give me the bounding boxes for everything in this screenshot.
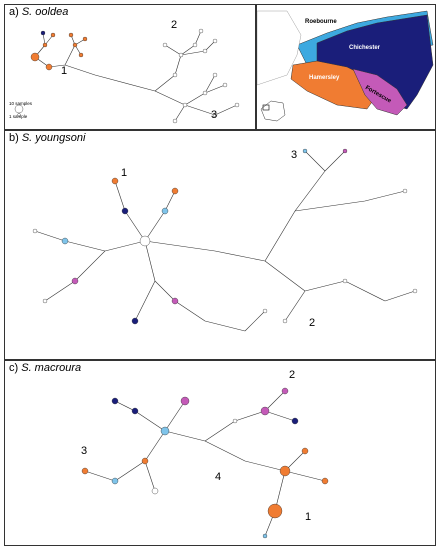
pilbara-map: [257, 10, 434, 122]
cluster-label: 1: [305, 511, 312, 523]
panel-c-network: c) S. macroura 1 2 3 4: [4, 360, 436, 546]
cluster-label: 2: [171, 19, 178, 31]
legend-large: 10 samples: [9, 101, 33, 106]
cluster-label: 2: [309, 317, 316, 329]
panel-b-network: b) S. youngsoni 1 2 3: [4, 130, 436, 360]
network-youngsoni: [32, 148, 418, 332]
cluster-label: 2: [289, 369, 296, 381]
panel-a-network: a) S. ooldea: [4, 4, 256, 130]
legend-small: 1 sample: [9, 114, 28, 119]
cluster-label: 1: [121, 167, 128, 179]
map-panel: Roebourne Chichester Hamersley Fortescue: [256, 4, 436, 130]
size-legend: 10 samples 1 sample: [9, 101, 32, 119]
australia-inset: [260, 100, 286, 122]
region-hamersley-label: Hamersley: [309, 75, 340, 81]
cluster-label: 3: [291, 149, 298, 161]
network-macroura: [81, 387, 329, 539]
panel-a-title: a) S. ooldea: [9, 6, 69, 18]
panel-b-title: b) S. youngsoni: [9, 132, 86, 144]
cluster-label: 1: [61, 65, 68, 77]
cluster-label: 3: [81, 445, 88, 457]
cluster-label: 4: [215, 471, 222, 483]
panel-c-title: c) S. macroura: [9, 362, 82, 374]
region-roebourne-label: Roebourne: [305, 19, 337, 25]
cluster-label: 3: [211, 109, 218, 121]
region-chichester-label: Chichester: [349, 45, 381, 51]
network-ooldea: [14, 28, 240, 124]
